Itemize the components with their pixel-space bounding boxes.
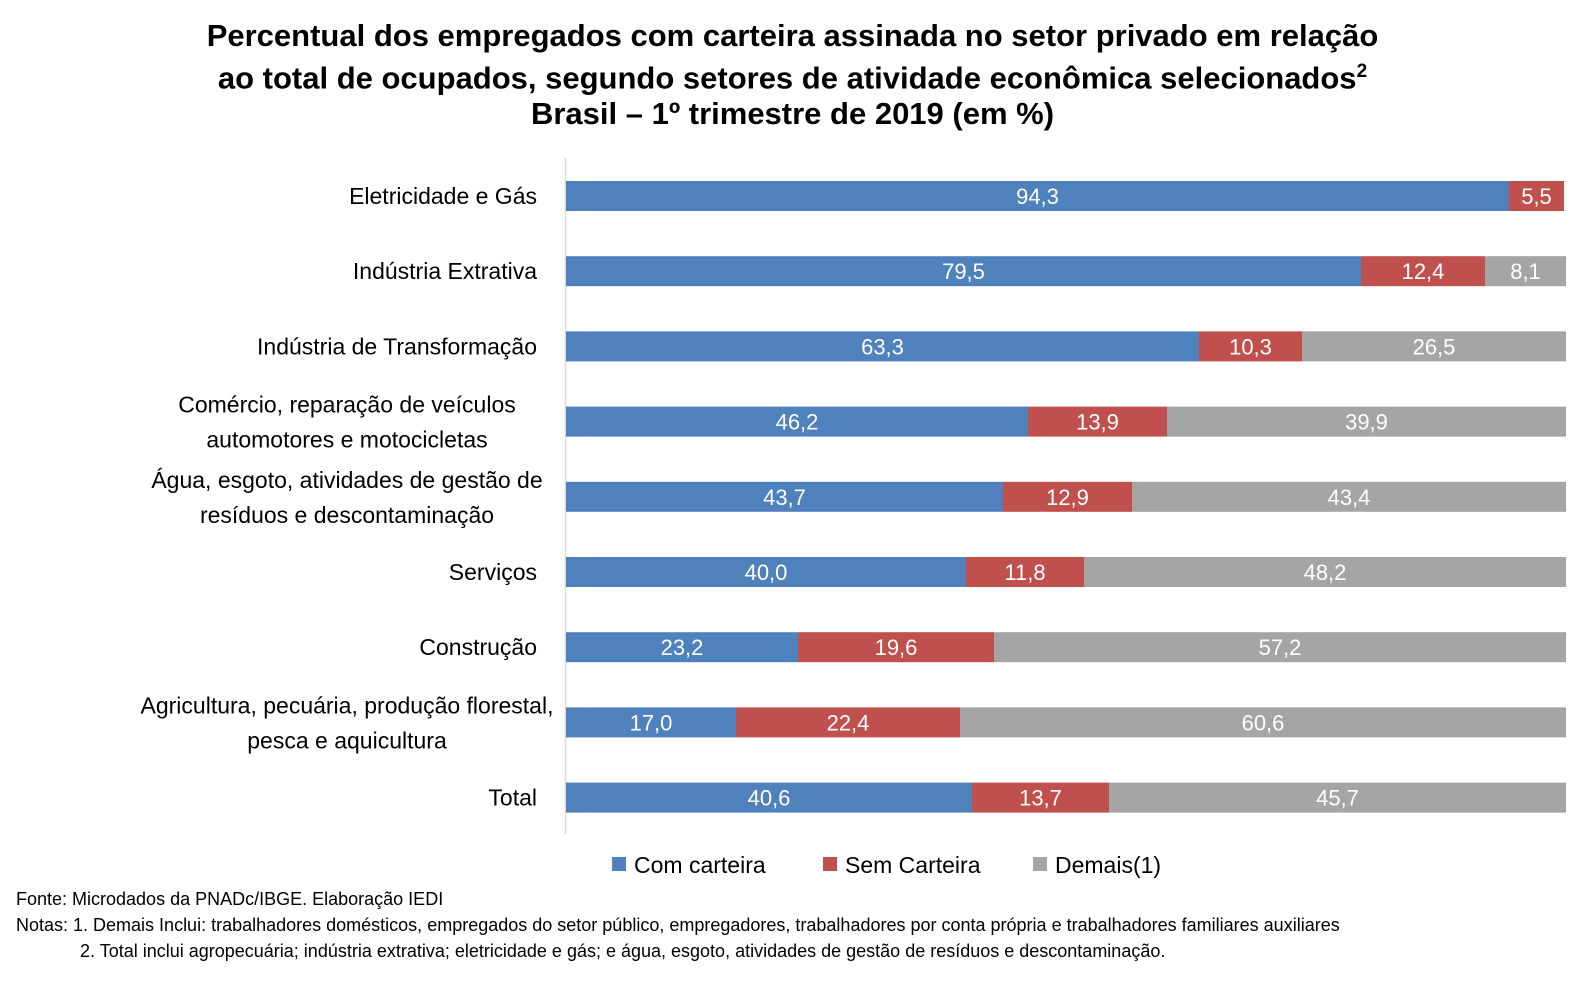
legend-swatch bbox=[1033, 857, 1047, 871]
data-label: 22,4 bbox=[827, 710, 870, 735]
notes-block: Fonte: Microdados da PNADc/IBGE. Elabora… bbox=[16, 886, 1340, 964]
category-labels-group: Eletricidade e Gás Indústria Extrativa Ind… bbox=[141, 183, 554, 811]
bar-segment bbox=[1084, 557, 1566, 587]
legend-label: Sem Carteira bbox=[845, 852, 981, 878]
category-label: Agricultura, pecuária, produção floresta… bbox=[141, 692, 554, 718]
bar-segment bbox=[1167, 406, 1566, 437]
bar-segment bbox=[966, 557, 1084, 587]
data-label: 63,3 bbox=[861, 334, 904, 359]
bar-segment bbox=[1302, 331, 1566, 362]
bar-segment bbox=[566, 181, 1509, 211]
bar-segment bbox=[972, 782, 1109, 813]
title-line-1: Percentual dos empregados com carteira a… bbox=[206, 18, 1379, 53]
data-label: 12,4 bbox=[1402, 259, 1445, 284]
data-label: 46,2 bbox=[776, 410, 819, 435]
data-label: 12,9 bbox=[1046, 485, 1089, 510]
data-label: 40,6 bbox=[748, 786, 791, 811]
data-label: 26,5 bbox=[1413, 334, 1456, 359]
bar-segment bbox=[566, 632, 798, 663]
bar-segment bbox=[566, 481, 1003, 512]
bar-segment bbox=[736, 707, 960, 738]
category-label: Total bbox=[488, 785, 537, 811]
category-label: automotores e motocicletas bbox=[206, 427, 487, 453]
note-1: Notas: 1. Demais Inclui: trabalhadores d… bbox=[16, 915, 1340, 935]
bar-segment bbox=[566, 331, 1199, 362]
bar-segment bbox=[566, 406, 1028, 437]
data-label: 57,2 bbox=[1259, 635, 1302, 660]
bar-segment bbox=[566, 557, 966, 587]
data-label: 10,3 bbox=[1229, 334, 1272, 359]
bars-group: 94,3 5,5 79,5 12,4 8,1 63,3 10,3 26,5 46,2 13,9 39… bbox=[566, 181, 1566, 813]
bar-segment bbox=[1199, 331, 1302, 362]
data-label: 43,7 bbox=[763, 485, 806, 510]
bar-segment bbox=[1361, 256, 1485, 287]
source-note: Fonte: Microdados da PNADc/IBGE. Elabora… bbox=[16, 889, 444, 909]
chart-title: Percentual dos empregados com carteira a… bbox=[0, 18, 1585, 132]
data-label: 40,0 bbox=[745, 560, 788, 585]
bar-segment bbox=[798, 632, 994, 663]
data-label: 45,7 bbox=[1316, 786, 1359, 811]
data-label: 11,8 bbox=[1004, 560, 1045, 585]
category-label: Eletricidade e Gás bbox=[349, 183, 537, 209]
legend-label: Demais(1) bbox=[1055, 852, 1161, 878]
category-label: pesca e aquicultura bbox=[247, 727, 447, 753]
bar-segment bbox=[1485, 256, 1566, 287]
data-label: 79,5 bbox=[942, 259, 985, 284]
bar-segment bbox=[566, 256, 1361, 287]
data-label: 23,2 bbox=[661, 635, 704, 660]
category-label: Indústria de Transformação bbox=[257, 333, 537, 359]
category-label: Comércio, reparação de veículos bbox=[178, 392, 516, 418]
bar-segment bbox=[960, 707, 1566, 738]
title-superscript: 2 bbox=[1356, 61, 1368, 82]
bar-segment bbox=[566, 782, 972, 813]
title-line-2-text: ao total de ocupados, segundo setores de… bbox=[217, 60, 1357, 96]
category-label: Construção bbox=[419, 634, 537, 660]
data-label: 19,6 bbox=[875, 635, 918, 660]
data-label: 17,0 bbox=[630, 710, 673, 735]
bar-segment bbox=[1003, 481, 1132, 512]
bar-segment bbox=[1509, 181, 1564, 211]
data-label: 60,6 bbox=[1242, 710, 1285, 735]
note-2: 2. Total inclui agropecuária; indústria … bbox=[80, 941, 1166, 961]
data-label: 39,9 bbox=[1345, 410, 1388, 435]
data-label: 8,1 bbox=[1510, 259, 1541, 284]
data-label: 13,7 bbox=[1019, 786, 1062, 811]
bar-segment bbox=[1109, 782, 1566, 813]
title-line-2: ao total de ocupados, segundo setores de… bbox=[0, 54, 1585, 96]
legend: Com carteira Sem Carteira Demais(1) bbox=[612, 852, 1161, 878]
data-label: 5,5 bbox=[1521, 184, 1552, 209]
stacked-bar-chart: 94,3 5,5 79,5 12,4 8,1 63,3 10,3 26,5 46,2 13,9 39… bbox=[141, 158, 1566, 878]
bar-segment bbox=[566, 707, 736, 738]
legend-swatch bbox=[823, 857, 837, 871]
data-label: 94,3 bbox=[1016, 184, 1059, 209]
category-label: resíduos e descontaminação bbox=[200, 502, 494, 528]
bar-segment bbox=[1132, 481, 1566, 512]
category-label: Serviços bbox=[449, 559, 537, 585]
data-label: 48,2 bbox=[1304, 560, 1347, 585]
category-label: Água, esgoto, atividades de gestão de bbox=[151, 467, 542, 493]
bar-segment bbox=[1028, 406, 1167, 437]
data-label: 43,4 bbox=[1328, 485, 1371, 510]
legend-swatch bbox=[612, 857, 626, 871]
legend-label: Com carteira bbox=[634, 852, 766, 878]
data-label: 13,9 bbox=[1076, 410, 1119, 435]
title-line-3: Brasil – 1º trimestre de 2019 (em %) bbox=[530, 96, 1055, 132]
category-label: Indústria Extrativa bbox=[353, 258, 537, 284]
bar-segment bbox=[994, 632, 1566, 663]
